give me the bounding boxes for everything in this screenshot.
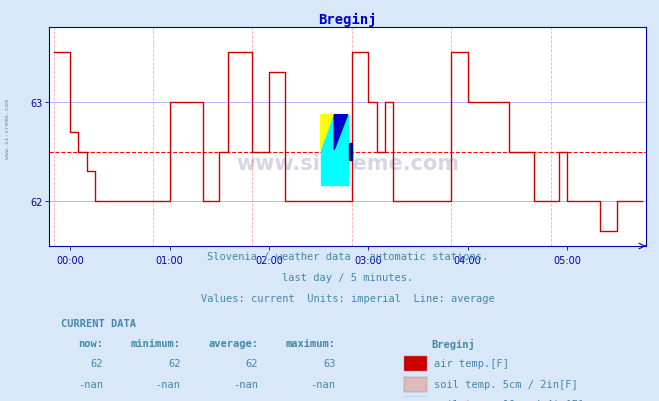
Text: -nan: -nan	[156, 399, 181, 401]
Text: soil temp. 10cm / 4in[F]: soil temp. 10cm / 4in[F]	[434, 399, 584, 401]
FancyBboxPatch shape	[404, 377, 427, 392]
Polygon shape	[321, 115, 348, 185]
Text: www.si-vreme.com: www.si-vreme.com	[5, 98, 11, 158]
Text: 62: 62	[246, 358, 258, 369]
Text: soil temp. 5cm / 2in[F]: soil temp. 5cm / 2in[F]	[434, 379, 578, 389]
Text: Values: current  Units: imperial  Line: average: Values: current Units: imperial Line: av…	[201, 293, 494, 303]
FancyBboxPatch shape	[404, 356, 427, 371]
Text: -nan: -nan	[310, 379, 335, 389]
Text: minimum:: minimum:	[130, 338, 181, 348]
Text: -nan: -nan	[78, 379, 103, 389]
Text: 63: 63	[323, 358, 335, 369]
Title: Breginj: Breginj	[318, 13, 377, 27]
Text: now:: now:	[78, 338, 103, 348]
Text: 62: 62	[90, 358, 103, 369]
Bar	[349, 143, 352, 161]
FancyBboxPatch shape	[404, 397, 427, 401]
Text: -nan: -nan	[310, 399, 335, 401]
Polygon shape	[334, 115, 348, 150]
Text: -nan: -nan	[156, 379, 181, 389]
Text: CURRENT DATA: CURRENT DATA	[61, 319, 136, 329]
Text: -nan: -nan	[233, 399, 258, 401]
Text: Breginj: Breginj	[431, 338, 475, 349]
Text: 62: 62	[168, 358, 181, 369]
Text: air temp.[F]: air temp.[F]	[434, 358, 509, 369]
Text: -nan: -nan	[78, 399, 103, 401]
Text: last day / 5 minutes.: last day / 5 minutes.	[282, 272, 413, 282]
Polygon shape	[321, 115, 334, 150]
Text: -nan: -nan	[233, 379, 258, 389]
Text: Slovenia / weather data - automatic stations.: Slovenia / weather data - automatic stat…	[207, 251, 488, 261]
Text: maximum:: maximum:	[286, 338, 335, 348]
Text: average:: average:	[208, 338, 258, 348]
Text: www.si-vreme.com: www.si-vreme.com	[236, 154, 459, 173]
